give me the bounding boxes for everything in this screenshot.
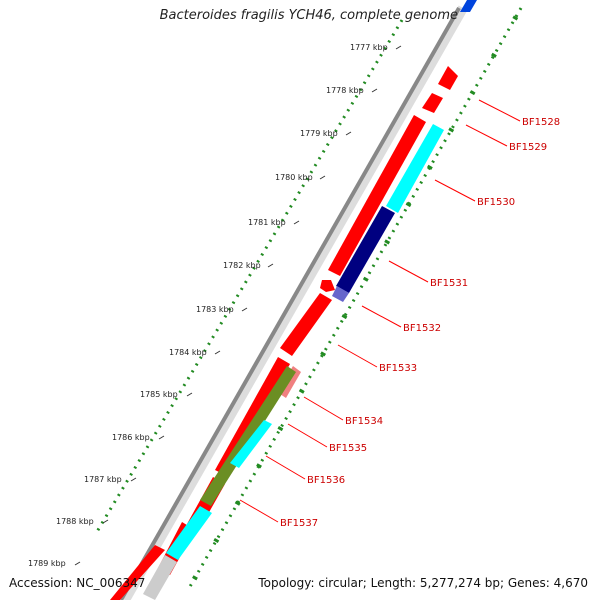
leader-bf1530 xyxy=(434,179,476,202)
gene-feature-top xyxy=(460,0,477,12)
gene-label-bf1532: BF1532 xyxy=(403,323,441,334)
kbp-tick xyxy=(371,88,378,93)
scale-label-1778: 1778 kbp xyxy=(326,86,364,95)
leader-bf1528 xyxy=(478,99,521,122)
scale-label-1785: 1785 kbp xyxy=(140,390,178,399)
scale-label-1784: 1784 kbp xyxy=(169,348,207,357)
gene-label-lines xyxy=(239,99,521,523)
gene-bf1535-olive xyxy=(200,366,296,506)
leader-bf1535 xyxy=(287,423,328,448)
kbp-tick xyxy=(319,175,326,180)
backbone xyxy=(119,7,461,600)
backbone-shadow xyxy=(120,5,468,600)
kbp-tick xyxy=(186,392,193,397)
gene-bf1532-red-long xyxy=(328,115,426,276)
kbp-tick xyxy=(214,350,221,355)
genome-title: Bacteroides fragilis YCH46, complete gen… xyxy=(159,8,458,23)
leader-bf1529 xyxy=(465,124,508,147)
gene-label-bf1530: BF1530 xyxy=(477,197,515,208)
inner-scale-major-ticks xyxy=(185,6,524,592)
gene-label-bf1534: BF1534 xyxy=(345,416,383,427)
gene-bf1533-red-small xyxy=(320,280,335,292)
gene-bf1531-navy xyxy=(336,206,395,293)
scale-label-1781: 1781 kbp xyxy=(248,218,286,227)
kbp-tick xyxy=(293,220,300,225)
kbp-tick xyxy=(345,131,352,136)
scale-label-1788: 1788 kbp xyxy=(56,517,94,526)
gene-bf1529 xyxy=(422,93,443,113)
leader-bf1537 xyxy=(239,499,279,523)
scale-label-1787: 1787 kbp xyxy=(84,475,122,484)
scale-labels: 1777 kbp 1778 kbp 1779 kbp 1780 kbp 1781… xyxy=(28,43,388,568)
kbp-tick xyxy=(158,435,165,440)
kbp-tick xyxy=(102,519,109,524)
scale-label-1783: 1783 kbp xyxy=(196,305,234,314)
kbp-tick xyxy=(130,477,137,482)
gene-bf1528 xyxy=(438,66,458,90)
scale-label-1789: 1789 kbp xyxy=(28,559,66,568)
gene-gray xyxy=(143,555,177,600)
gene-label-bf1536: BF1536 xyxy=(307,475,345,486)
gene-bf1533-red-long xyxy=(280,293,332,356)
kbp-tick xyxy=(241,307,248,312)
gene-bf1537-cyan xyxy=(166,506,212,560)
gene-label-bf1531: BF1531 xyxy=(430,278,468,289)
leader-bf1533 xyxy=(337,344,378,368)
gene-label-bf1528: BF1528 xyxy=(522,117,560,128)
reverse-strand xyxy=(143,124,444,600)
kbp-tick xyxy=(395,45,402,50)
accession-label: Accession: NC_006347 xyxy=(9,576,146,590)
gene-label-bf1535: BF1535 xyxy=(329,443,367,454)
gene-bf1530-cyan xyxy=(386,124,444,213)
gene-label-bf1533: BF1533 xyxy=(379,363,417,374)
kbp-tick-marks xyxy=(74,45,402,566)
scale-label-1786: 1786 kbp xyxy=(112,433,150,442)
leader-bf1534 xyxy=(303,396,344,421)
gene-labels: BF1528 BF1529 BF1530 BF1531 BF1532 BF153… xyxy=(280,117,560,529)
gene-bf1537-red-b xyxy=(110,545,165,600)
gene-bf1536-cyan xyxy=(230,420,272,468)
gene-bf1531-navy-light xyxy=(332,286,349,302)
gene-label-bf1537: BF1537 xyxy=(280,518,318,529)
scale-label-1780: 1780 kbp xyxy=(275,173,313,182)
leader-bf1536 xyxy=(265,455,306,480)
kbp-tick xyxy=(74,561,81,566)
gene-bf1534-red xyxy=(215,357,290,476)
topology-summary: Topology: circular; Length: 5,277,274 bp… xyxy=(258,576,588,590)
scale-label-1777: 1777 kbp xyxy=(350,43,388,52)
kbp-tick xyxy=(267,263,274,268)
leader-bf1532 xyxy=(361,305,402,328)
scale-label-1782: 1782 kbp xyxy=(223,261,261,270)
leader-bf1531 xyxy=(388,260,429,283)
scale-label-1779: 1779 kbp xyxy=(300,129,338,138)
gene-label-bf1529: BF1529 xyxy=(509,142,547,153)
